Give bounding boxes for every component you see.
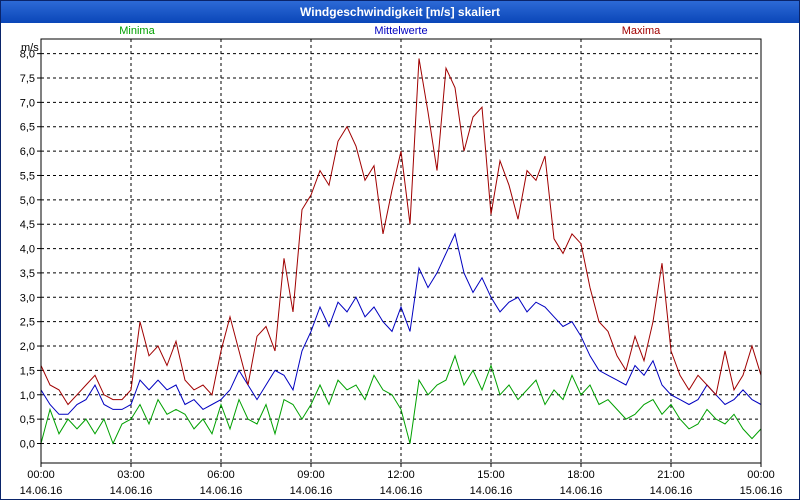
y-tick-label: 2,5 — [20, 317, 35, 329]
legend-minima: Minima — [119, 25, 155, 37]
y-tick-label: 7,5 — [20, 73, 35, 85]
x-tick-date: 14.06.16 — [110, 485, 153, 497]
series-lines — [40, 58, 762, 445]
y-tick-label: 7,0 — [20, 97, 35, 109]
y-tick-label: 3,0 — [20, 292, 35, 304]
grid — [41, 39, 761, 463]
x-tick-time: 00:00 — [27, 469, 55, 481]
x-tick-time: 21:00 — [657, 469, 685, 481]
x-tick-date: 14.06.16 — [20, 485, 63, 497]
y-tick-label: 1,5 — [20, 365, 35, 377]
series-line-minima — [40, 354, 762, 445]
y-tick-label: 1,0 — [20, 390, 35, 402]
x-tick-time: 15:00 — [477, 469, 505, 481]
series-line-maxima — [40, 58, 762, 406]
chart-title: Windgeschwindigkeit [m/s] skaliert — [1, 1, 799, 23]
y-tick-label: 4,5 — [20, 219, 35, 231]
y-tick-label: 5,5 — [20, 170, 35, 182]
y-axis-ticks: 0,0 0,5 1,0 1,5 2,0 2,5 3,0 3,5 4,0 4,5 5,0 5,5 6,0 6… — [20, 49, 41, 451]
series-line-mittelwerte — [40, 232, 762, 415]
legend: Minima Mittelwerte Maxima — [119, 25, 661, 37]
x-tick-time: 06:00 — [207, 469, 235, 481]
x-axis-ticks: 00:00 14.06.16 03:00 14.06.16 06:00 14.06.16 0… — [20, 463, 783, 497]
x-tick-date: 14.06.16 — [290, 485, 333, 497]
y-tick-label: 2,0 — [20, 341, 35, 353]
y-tick-label: 4,0 — [20, 244, 35, 256]
plot-frame — [40, 38, 762, 464]
x-tick-time: 12:00 — [387, 469, 415, 481]
x-tick-date: 14.06.16 — [380, 485, 423, 497]
x-tick-time: 00:00 — [747, 469, 775, 481]
y-tick-label: 0,0 — [20, 439, 35, 451]
x-tick-date: 15.06.16 — [740, 485, 783, 497]
y-tick-label: 0,5 — [20, 414, 35, 426]
y-tick-label: 3,5 — [20, 268, 35, 280]
legend-maxima: Maxima — [622, 25, 661, 37]
x-tick-date: 14.06.16 — [650, 485, 693, 497]
y-tick-label: 8,0 — [20, 49, 35, 61]
x-tick-date: 14.06.16 — [200, 485, 243, 497]
y-tick-label: 6,0 — [20, 146, 35, 158]
x-tick-time: 09:00 — [297, 469, 325, 481]
x-tick-date: 14.06.16 — [560, 485, 603, 497]
legend-mittelwerte: Mittelwerte — [374, 25, 427, 37]
x-tick-time: 03:00 — [117, 469, 145, 481]
y-tick-label: 5,0 — [20, 195, 35, 207]
x-tick-time: 18:00 — [567, 469, 595, 481]
y-tick-label: 6,5 — [20, 122, 35, 134]
y-axis-label: m/s — [21, 42, 39, 54]
x-tick-date: 14.06.16 — [470, 485, 513, 497]
